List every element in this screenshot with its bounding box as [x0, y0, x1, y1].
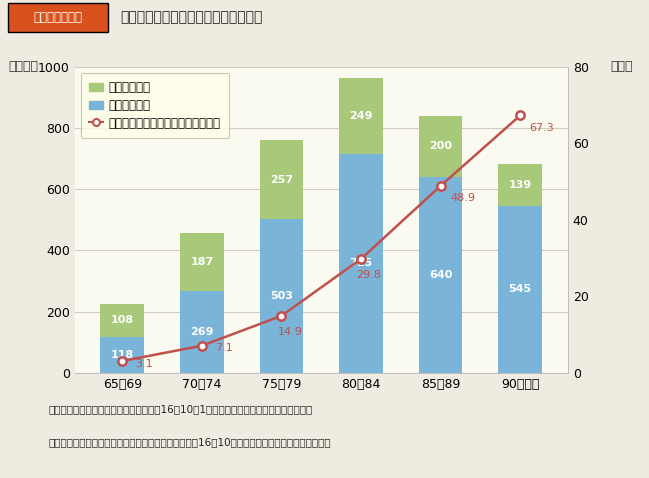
- Bar: [498, 163, 542, 206]
- Text: （備考）１．総務省「人口推計」（平成16年10月1日現在）．厚生労働省資料より作成。: （備考）１．総務省「人口推計」（平成16年10月1日現在）．厚生労働省資料より作…: [49, 404, 313, 414]
- Bar: [101, 304, 144, 337]
- Text: 715: 715: [349, 259, 373, 269]
- Bar: [260, 141, 303, 219]
- Bar: [260, 219, 303, 373]
- Text: 年齢階級別の要支援・要介護認定者数: 年齢階級別の要支援・要介護認定者数: [120, 10, 262, 24]
- FancyBboxPatch shape: [8, 3, 108, 32]
- Text: （千人）: （千人）: [8, 60, 38, 73]
- Bar: [339, 78, 383, 154]
- Text: 29.8: 29.8: [356, 270, 381, 280]
- Bar: [498, 206, 542, 373]
- Legend: 男性（千人）, 女性（千人）, 総人口に占める認定者の割合（％）: 男性（千人）, 女性（千人）, 総人口に占める認定者の割合（％）: [80, 73, 229, 138]
- Text: 249: 249: [349, 111, 373, 121]
- Text: 67.3: 67.3: [530, 123, 554, 133]
- Text: 257: 257: [270, 174, 293, 185]
- Text: 187: 187: [190, 257, 214, 267]
- Text: 7.1: 7.1: [215, 343, 232, 353]
- Text: （％）: （％）: [610, 60, 633, 73]
- Text: 14.9: 14.9: [278, 327, 303, 337]
- Bar: [180, 233, 224, 291]
- Text: 503: 503: [270, 291, 293, 301]
- Text: 200: 200: [429, 141, 452, 152]
- Text: 640: 640: [429, 270, 452, 280]
- Text: 269: 269: [190, 326, 214, 337]
- Text: 139: 139: [509, 180, 532, 190]
- Text: 118: 118: [111, 350, 134, 360]
- Bar: [419, 177, 463, 373]
- Text: 3.1: 3.1: [135, 358, 153, 369]
- Text: 48.9: 48.9: [450, 193, 475, 203]
- Text: 545: 545: [509, 284, 532, 294]
- Bar: [419, 116, 463, 177]
- Bar: [101, 337, 144, 373]
- Text: 108: 108: [111, 315, 134, 325]
- Text: ２．認定者数は，受給者台帳に登録された平成16年10月末時点の要支援，要介護の人数。: ２．認定者数は，受給者台帳に登録された平成16年10月末時点の要支援，要介護の人…: [49, 437, 331, 447]
- Bar: [339, 154, 383, 373]
- Bar: [180, 291, 224, 373]
- Text: 第１－４－２図: 第１－４－２図: [33, 11, 82, 24]
